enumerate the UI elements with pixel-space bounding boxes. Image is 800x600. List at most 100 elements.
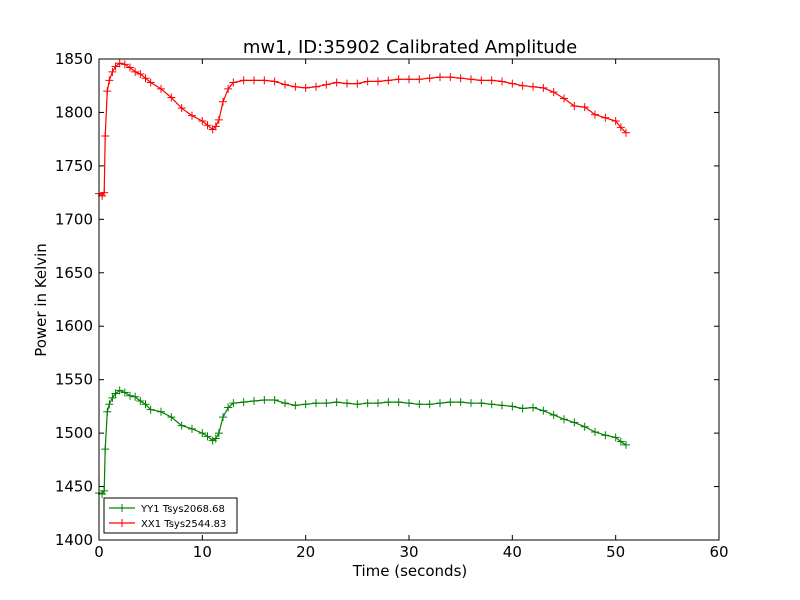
data-point <box>322 399 331 408</box>
data-point <box>111 389 120 398</box>
data-point <box>529 82 537 91</box>
data-point <box>477 399 486 408</box>
data-point <box>157 84 165 93</box>
data-point <box>120 60 129 69</box>
x-tick-label: 10 <box>193 543 212 561</box>
y-axis-label: Power in Kelvin <box>32 243 50 357</box>
data-point <box>291 401 300 410</box>
data-point <box>131 392 140 401</box>
data-point <box>198 116 207 125</box>
series-line <box>98 62 627 197</box>
data-point <box>425 400 434 409</box>
data-point <box>141 74 150 83</box>
data-point <box>384 76 393 85</box>
data-point <box>611 433 620 442</box>
data-point <box>270 395 279 404</box>
data-point <box>291 82 300 91</box>
x-tick-label: 50 <box>606 543 625 561</box>
data-point <box>111 62 120 71</box>
data-point <box>108 67 117 76</box>
data-point <box>467 399 475 408</box>
data-point <box>549 88 558 97</box>
data-point <box>374 77 382 86</box>
data-point <box>601 431 610 440</box>
data-point <box>415 400 424 409</box>
y-tick-label: 1400 <box>55 531 93 549</box>
data-point <box>177 104 186 113</box>
data-point <box>539 406 548 415</box>
data-point <box>177 421 186 430</box>
data-point <box>312 399 320 408</box>
data-point <box>260 395 269 404</box>
data-point <box>477 76 486 85</box>
x-tick-label: 60 <box>709 543 728 561</box>
legend-marker-xx1 <box>118 519 126 527</box>
data-point <box>250 397 258 406</box>
data-point <box>436 399 444 408</box>
data-point <box>214 115 223 124</box>
data-point <box>101 131 110 140</box>
data-point <box>570 418 579 427</box>
data-point <box>446 73 455 82</box>
data-point <box>456 74 465 83</box>
data-point <box>498 401 506 410</box>
data-point <box>580 422 589 431</box>
data-point <box>405 399 413 408</box>
data-point <box>487 400 496 409</box>
x-axis-label: Time (seconds) <box>352 562 468 580</box>
data-point <box>219 413 227 422</box>
data-point <box>616 437 625 446</box>
data-point <box>115 59 124 68</box>
data-point <box>436 73 444 82</box>
x-tick-label: 30 <box>399 543 418 561</box>
data-point <box>188 111 196 120</box>
data-point <box>100 486 109 495</box>
y-tick-label: 1650 <box>55 264 93 282</box>
data-point <box>456 398 465 407</box>
data-point <box>203 432 212 441</box>
data-point <box>167 413 176 422</box>
y-tick-label: 1750 <box>55 157 93 175</box>
data-point <box>157 407 165 416</box>
data-point <box>446 398 455 407</box>
data-point <box>211 434 220 443</box>
data-point <box>270 77 279 86</box>
y-tick-label: 1550 <box>55 371 93 389</box>
data-point <box>260 76 269 85</box>
x-tick-label: 20 <box>296 543 315 561</box>
series-layer <box>95 59 630 499</box>
data-point <box>425 74 434 83</box>
data-point <box>250 76 258 85</box>
data-point <box>108 393 117 402</box>
data-point <box>224 403 233 412</box>
data-point <box>622 440 630 449</box>
data-point <box>229 399 238 408</box>
data-point <box>136 397 145 406</box>
data-point <box>616 123 625 132</box>
data-point <box>363 77 372 86</box>
tick-layer: 0 10 20 30 40 50 60 1400 1450 1500 1550 1600 1650 170… <box>55 50 729 561</box>
data-point <box>146 78 155 87</box>
data-point <box>120 388 129 397</box>
legend-box <box>103 497 238 534</box>
data-point <box>146 405 155 414</box>
data-point <box>580 103 589 112</box>
data-point <box>529 403 537 412</box>
data-point <box>105 76 114 85</box>
data-point <box>622 128 630 137</box>
data-point <box>591 110 599 119</box>
data-point <box>239 398 248 407</box>
data-point <box>203 121 212 130</box>
data-point <box>103 407 112 416</box>
data-point <box>332 398 341 407</box>
data-point <box>518 81 527 90</box>
legend-label-xx1: XX1 Tsys2544.83 <box>141 519 226 530</box>
data-point <box>508 402 517 411</box>
data-point <box>353 400 362 409</box>
data-point <box>103 87 112 96</box>
y-tick-label: 1450 <box>55 478 93 496</box>
data-point <box>487 76 496 85</box>
y-tick-label: 1500 <box>55 424 93 442</box>
y-tick-label: 1800 <box>55 103 93 121</box>
